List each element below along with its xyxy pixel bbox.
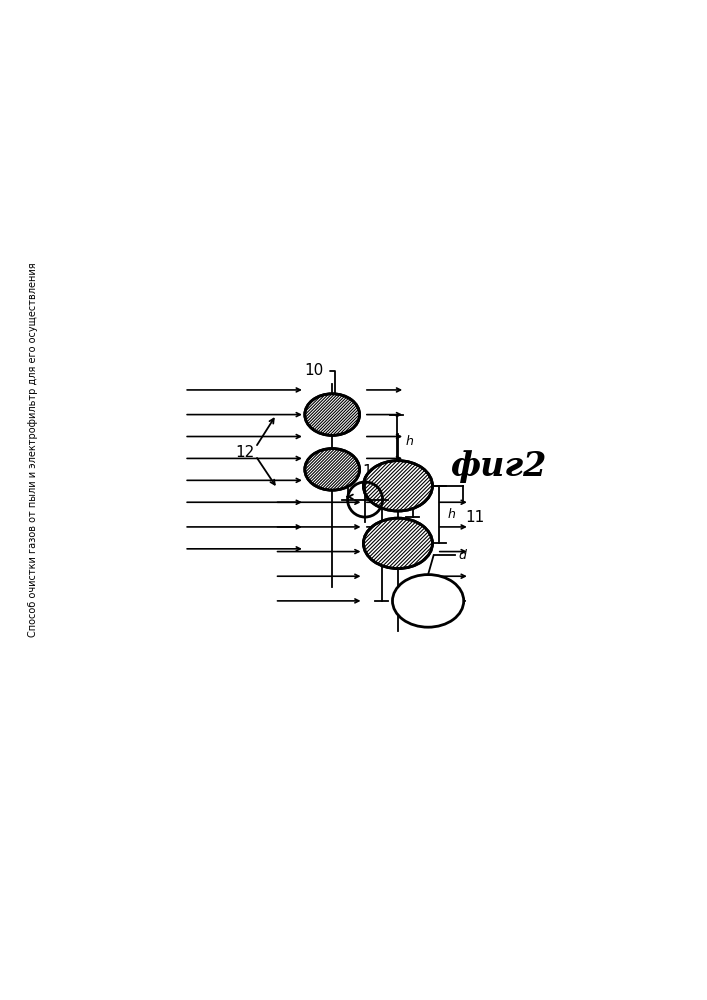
Ellipse shape — [363, 461, 433, 511]
Text: B: B — [364, 537, 373, 550]
Text: 10: 10 — [305, 363, 335, 406]
Text: 1: 1 — [363, 464, 372, 479]
Text: R: R — [421, 484, 429, 497]
Text: 12: 12 — [235, 445, 254, 460]
Text: d: d — [458, 549, 466, 562]
Text: фиг2: фиг2 — [451, 450, 547, 483]
Ellipse shape — [392, 575, 464, 627]
Ellipse shape — [305, 394, 360, 435]
Text: h: h — [406, 435, 414, 448]
Ellipse shape — [363, 518, 433, 569]
Text: h: h — [421, 487, 428, 500]
Text: h: h — [448, 508, 455, 521]
Text: Способ очистки газов от пыли и электрофильтр для его осуществления: Способ очистки газов от пыли и электрофи… — [28, 263, 37, 637]
Ellipse shape — [305, 449, 360, 490]
Text: 11: 11 — [465, 510, 484, 525]
